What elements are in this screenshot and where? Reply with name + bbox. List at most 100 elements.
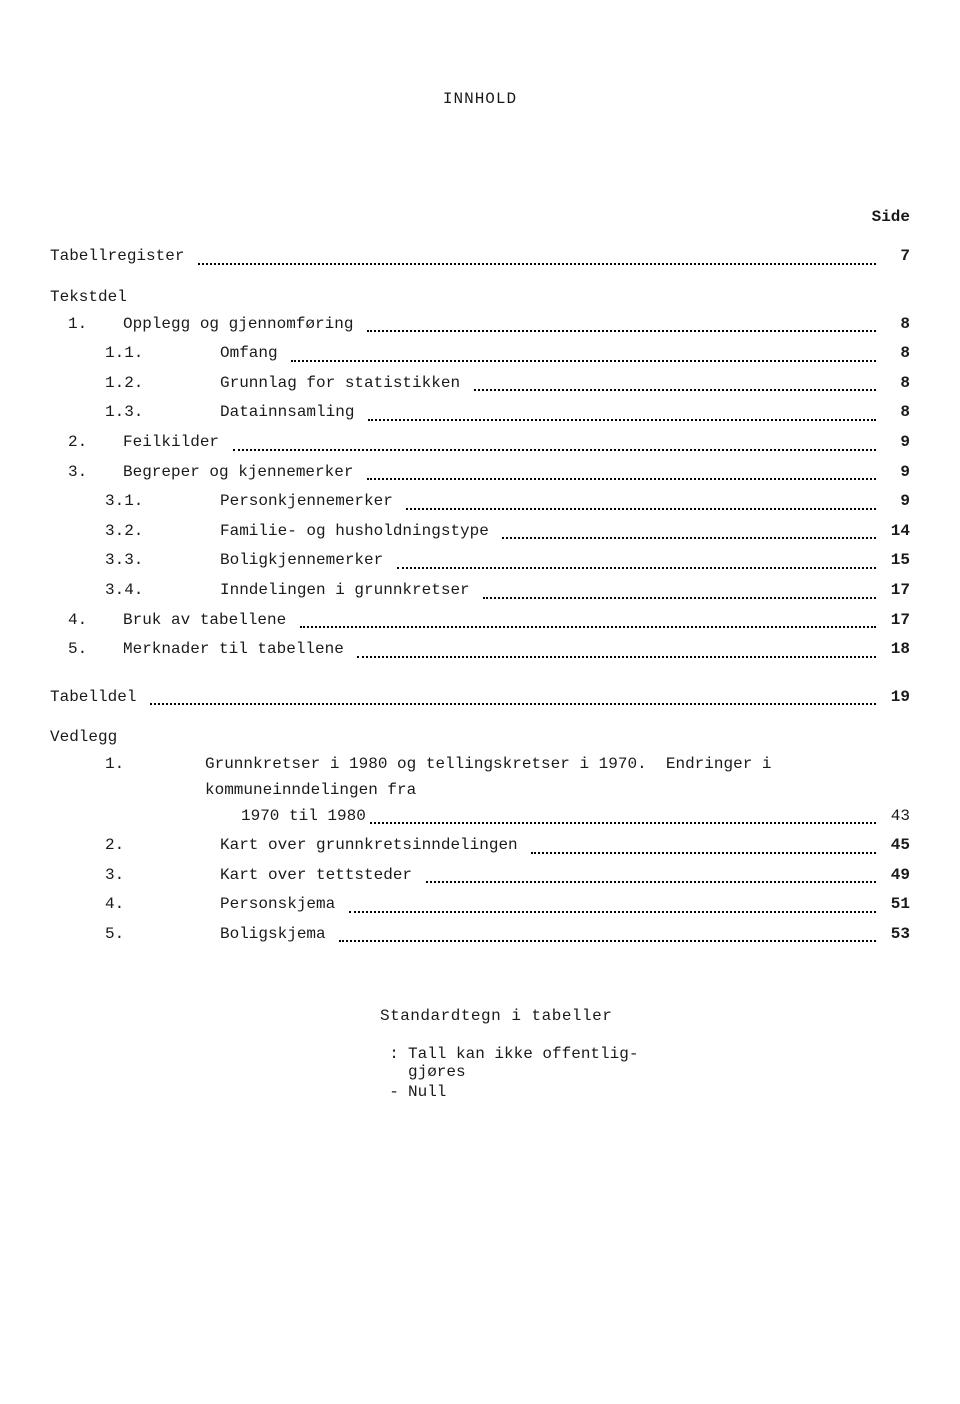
toc-entry-page: 8 (880, 312, 910, 338)
toc-entry: 4. Personskjema 51 (50, 892, 910, 918)
toc-entry-page: 9 (880, 430, 910, 456)
toc-dots (406, 508, 876, 510)
toc-entry-page: 45 (880, 833, 910, 859)
toc-dots (300, 626, 876, 628)
toc-entry-label: Omfang (220, 341, 287, 367)
toc-entry: 5. Merknader til tabellene 18 (50, 637, 910, 663)
toc-entry: 2. Kart over grunnkretsinndelingen 45 (50, 833, 910, 859)
toc-entry: 1.3. Datainnsamling 8 (50, 400, 910, 426)
toc-entry-label: Boligskjema (220, 922, 335, 948)
toc-entry-label: Opplegg og gjennomføring (123, 312, 363, 338)
standard-signs-block: Standardtegn i tabeller :Tall kan ikke o… (380, 1007, 720, 1101)
toc-dots (502, 537, 876, 539)
toc-entry-number: 1.2. (50, 371, 220, 397)
toc-entry-number: 1.1. (50, 341, 220, 367)
standard-sign-symbol: - (380, 1083, 408, 1101)
toc-entry-page: 8 (880, 371, 910, 397)
toc-entry-label: Tabelldel (50, 685, 146, 711)
toc-entry-label: Kart over tettsteder (220, 863, 422, 889)
toc-entry: 3.4. Inndelingen i grunnkretser 17 (50, 578, 910, 604)
toc-entry: Tabelldel 19 (50, 685, 910, 711)
toc-dots (198, 263, 876, 265)
toc-entry-label: Grunnlag for statistikken (220, 371, 470, 397)
toc-dots (397, 567, 876, 569)
toc-entry-page: 19 (880, 685, 910, 711)
toc-entry: 1.Grunnkretser i 1980 og tellingskretser… (50, 752, 910, 829)
toc-entry: 3.1. Personkjennemerker 9 (50, 489, 910, 515)
toc-entry-label: 1970 til 1980 (205, 804, 366, 830)
toc-entry-label: Familie- og husholdningstype (220, 519, 498, 545)
toc-entry: 1. Opplegg og gjennomføring 8 (50, 312, 910, 338)
toc-entry-page: 53 (880, 922, 910, 948)
toc-entry-number: 5. (50, 922, 220, 948)
standard-signs-title: Standardtegn i tabeller (380, 1007, 720, 1025)
toc-section-heading: Tekstdel (50, 288, 910, 306)
toc-entry-number: 1. (50, 752, 205, 829)
toc-entry: 4. Bruk av tabellene 17 (50, 608, 910, 634)
standard-signs-rows: :Tall kan ikke offentlig- gjøres-Null (380, 1045, 720, 1101)
toc-entry-label: Begreper og kjennemerker (123, 460, 363, 486)
toc-entry-number: 3. (50, 863, 220, 889)
toc-entry-continuation: 1970 til 1980 43 (205, 804, 910, 830)
toc-entry-page: 15 (880, 548, 910, 574)
toc-entry-number: 5. (50, 637, 123, 663)
toc-entry-page: 51 (880, 892, 910, 918)
table-of-contents: Tabellregister 7 Tekstdel 1. Opplegg og gj… (50, 244, 910, 947)
toc-entry-label: Grunnkretser i 1980 og tellingskretser i… (205, 752, 910, 803)
toc-entry: 3.2. Familie- og husholdningstype 14 (50, 519, 910, 545)
toc-dots (368, 419, 876, 421)
toc-entry-number: 1. (50, 312, 123, 338)
toc-dots (483, 597, 876, 599)
toc-dots (339, 940, 876, 942)
toc-entry-page: 17 (880, 578, 910, 604)
standard-sign-row: -Null (380, 1083, 720, 1101)
standard-sign-row: :Tall kan ikke offentlig- gjøres (380, 1045, 720, 1081)
toc-entry-number: 3.2. (50, 519, 220, 545)
toc-dots (426, 881, 876, 883)
toc-entry-page: 8 (880, 341, 910, 367)
standard-sign-symbol: : (380, 1045, 408, 1081)
standard-sign-description: Null (408, 1083, 720, 1101)
toc-entry-body: Grunnkretser i 1980 og tellingskretser i… (205, 752, 910, 829)
toc-dots (370, 822, 876, 824)
toc-entry-label: Merknader til tabellene (123, 637, 353, 663)
toc-entry-page: 49 (880, 863, 910, 889)
toc-dots (367, 330, 876, 332)
toc-entry: 3. Kart over tettsteder 49 (50, 863, 910, 889)
toc-entry-number: 3.1. (50, 489, 220, 515)
toc-spacer (50, 667, 910, 681)
toc-entry-page: 7 (880, 244, 910, 270)
toc-entry: 1.2. Grunnlag for statistikken 8 (50, 371, 910, 397)
toc-entry-number: 2. (50, 430, 123, 456)
toc-entry-label: Bruk av tabellene (123, 608, 296, 634)
toc-entry-label: Tabellregister (50, 244, 194, 270)
toc-dots (357, 656, 876, 658)
toc-dots (349, 911, 876, 913)
toc-entry-page: 43 (880, 804, 910, 830)
toc-entry-label: Personskjema (220, 892, 345, 918)
toc-entry-number: 2. (50, 833, 220, 859)
page-column-header: Side (50, 208, 910, 226)
toc-dots (233, 449, 876, 451)
toc-entry-page: 17 (880, 608, 910, 634)
standard-sign-description: Tall kan ikke offentlig- gjøres (408, 1045, 720, 1081)
toc-entry-label: Personkjennemerker (220, 489, 402, 515)
toc-dots (150, 703, 876, 705)
toc-entry-page: 8 (880, 400, 910, 426)
toc-entry: Tabellregister 7 (50, 244, 910, 270)
toc-entry-number: 4. (50, 608, 123, 634)
toc-entry: 3.3. Boligkjennemerker 15 (50, 548, 910, 574)
document-title: INNHOLD (50, 90, 910, 108)
toc-entry: 5. Boligskjema 53 (50, 922, 910, 948)
toc-entry-number: 3. (50, 460, 123, 486)
toc-entry-number: 3.4. (50, 578, 220, 604)
toc-entry-number: 1.3. (50, 400, 220, 426)
toc-entry: 3. Begreper og kjennemerker 9 (50, 460, 910, 486)
toc-dots (531, 852, 876, 854)
toc-entry-label: Boligkjennemerker (220, 548, 393, 574)
toc-entry: 2. Feilkilder 9 (50, 430, 910, 456)
toc-entry-number: 3.3. (50, 548, 220, 574)
toc-entry-page: 9 (880, 489, 910, 515)
toc-dots (291, 360, 876, 362)
toc-entry-label: Feilkilder (123, 430, 229, 456)
